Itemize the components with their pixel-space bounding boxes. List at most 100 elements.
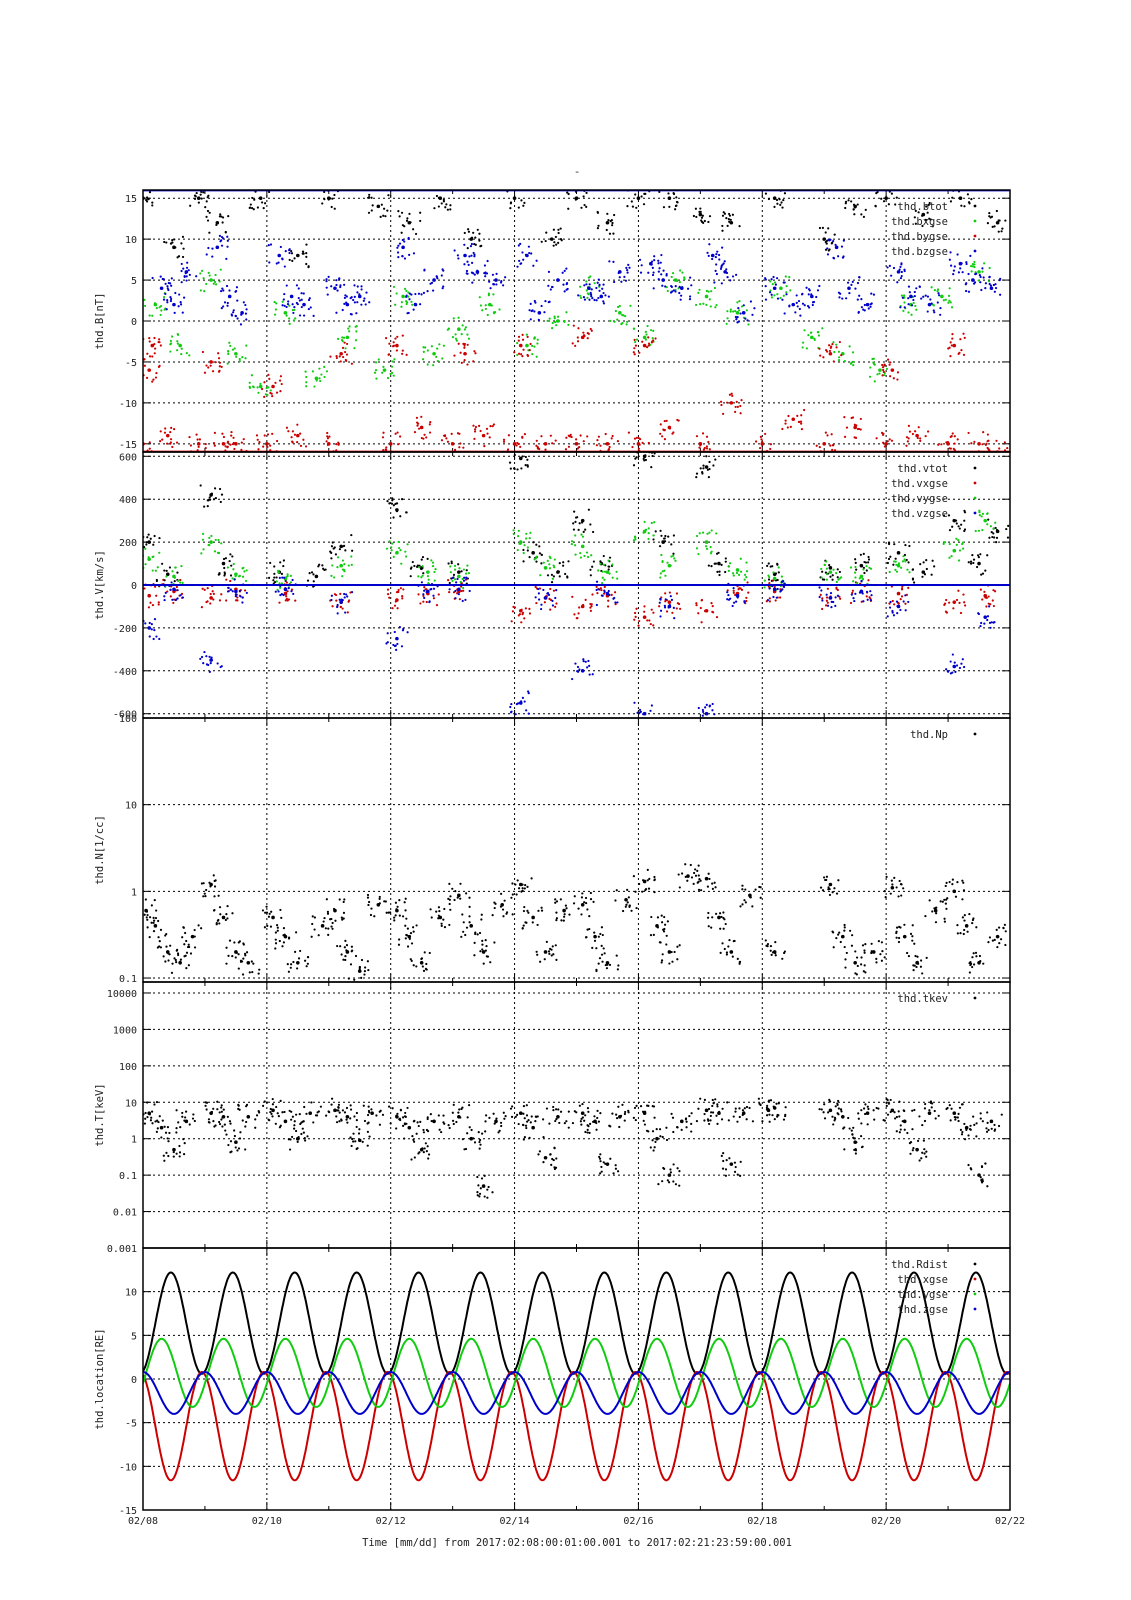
data-point-cloud (634, 340, 637, 344)
data-point-cloud (171, 238, 174, 242)
data-point-cloud (988, 215, 991, 218)
data-point-cloud (278, 576, 281, 579)
data-point-cloud (353, 978, 356, 981)
data-point-cloud (422, 594, 425, 598)
data-point-cloud (987, 280, 991, 283)
data-point-cloud (634, 536, 637, 539)
data-point (215, 220, 220, 225)
data-point-cloud (596, 591, 599, 595)
data-point-cloud (305, 375, 308, 379)
data-point-cloud (163, 598, 166, 602)
data-point-cloud (706, 916, 710, 919)
data-point-cloud (602, 300, 605, 303)
data-point-cloud (721, 246, 724, 249)
data-point-cloud (481, 939, 484, 943)
data-point-cloud (274, 590, 277, 593)
data-point-cloud (365, 291, 368, 294)
data-point (896, 270, 901, 274)
data-point (382, 368, 387, 372)
data-point-cloud (473, 273, 476, 276)
data-point-cloud (148, 447, 151, 450)
data-point-cloud (181, 255, 185, 259)
data-point-cloud (435, 355, 438, 358)
data-point-cloud (265, 905, 268, 908)
data-point-cloud (206, 587, 209, 590)
data-point-cloud (902, 887, 905, 890)
data-point-cloud (896, 604, 899, 608)
data-point-cloud (633, 437, 637, 440)
data-point-cloud (335, 356, 338, 360)
data-point-cloud (888, 363, 891, 366)
data-point-cloud (832, 931, 835, 934)
data-point-cloud (825, 567, 828, 570)
data-point-cloud (227, 215, 230, 218)
data-point-cloud (220, 235, 224, 239)
data-point-cloud (670, 543, 673, 546)
data-point (543, 950, 548, 954)
data-point-cloud (224, 445, 227, 448)
data-point-cloud (883, 890, 886, 893)
data-point-cloud (168, 566, 172, 569)
data-point-cloud (908, 291, 911, 294)
data-point-cloud (412, 228, 415, 231)
data-point-cloud (245, 1103, 249, 1106)
data-point-cloud (888, 454, 890, 456)
data-point-cloud (603, 570, 607, 573)
data-point-cloud (735, 400, 738, 403)
data-point-cloud (489, 287, 492, 290)
data-point-cloud (318, 377, 321, 380)
data-point-cloud (670, 598, 674, 601)
data-point-cloud (632, 875, 635, 878)
data-point (735, 311, 740, 315)
data-point-cloud (305, 1112, 308, 1115)
data-point-cloud (442, 918, 445, 921)
data-point-cloud (692, 214, 696, 218)
data-point (971, 278, 975, 282)
data-point-cloud (659, 572, 662, 575)
data-point-cloud (271, 432, 274, 435)
data-point-cloud (405, 219, 409, 222)
data-point-cloud (794, 311, 797, 314)
data-point-cloud (944, 884, 947, 888)
data-point-cloud (180, 281, 183, 284)
data-point-cloud (774, 954, 777, 957)
data-point-cloud (956, 932, 959, 935)
data-point-cloud (953, 661, 956, 664)
data-point-cloud (768, 597, 771, 600)
data-point-cloud (662, 928, 665, 931)
data-point-cloud (724, 560, 727, 563)
data-point-cloud (875, 437, 878, 440)
data-point-cloud (919, 439, 922, 442)
data-point-cloud (660, 253, 663, 257)
data-point-cloud (634, 457, 637, 460)
data-point-cloud (602, 563, 606, 566)
data-point-cloud (638, 351, 641, 354)
data-point-cloud (233, 447, 236, 451)
data-point-cloud (644, 192, 647, 195)
data-point-cloud (145, 910, 149, 913)
data-point-cloud (540, 906, 543, 909)
data-point-cloud (993, 621, 996, 624)
data-point-cloud (232, 441, 235, 445)
data-point-cloud (456, 577, 459, 581)
data-point-cloud (368, 1111, 371, 1114)
data-point-cloud (811, 301, 815, 304)
data-point-cloud (698, 446, 701, 449)
data-point-cloud (780, 575, 783, 578)
data-point-cloud (412, 964, 415, 967)
data-point-cloud (549, 434, 552, 437)
data-point-cloud (474, 428, 477, 431)
data-point-cloud (821, 226, 824, 229)
data-point-cloud (945, 598, 948, 602)
data-point-cloud (890, 274, 893, 277)
data-point-cloud (462, 342, 465, 345)
data-point-cloud (913, 964, 916, 967)
data-point-cloud (373, 371, 377, 374)
data-point-cloud (554, 596, 557, 600)
data-point-cloud (185, 1110, 188, 1113)
data-point-cloud (169, 339, 173, 343)
data-point-cloud (983, 590, 986, 593)
data-point-cloud (531, 344, 534, 347)
data-point-cloud (531, 353, 534, 356)
data-point-cloud (705, 455, 708, 458)
